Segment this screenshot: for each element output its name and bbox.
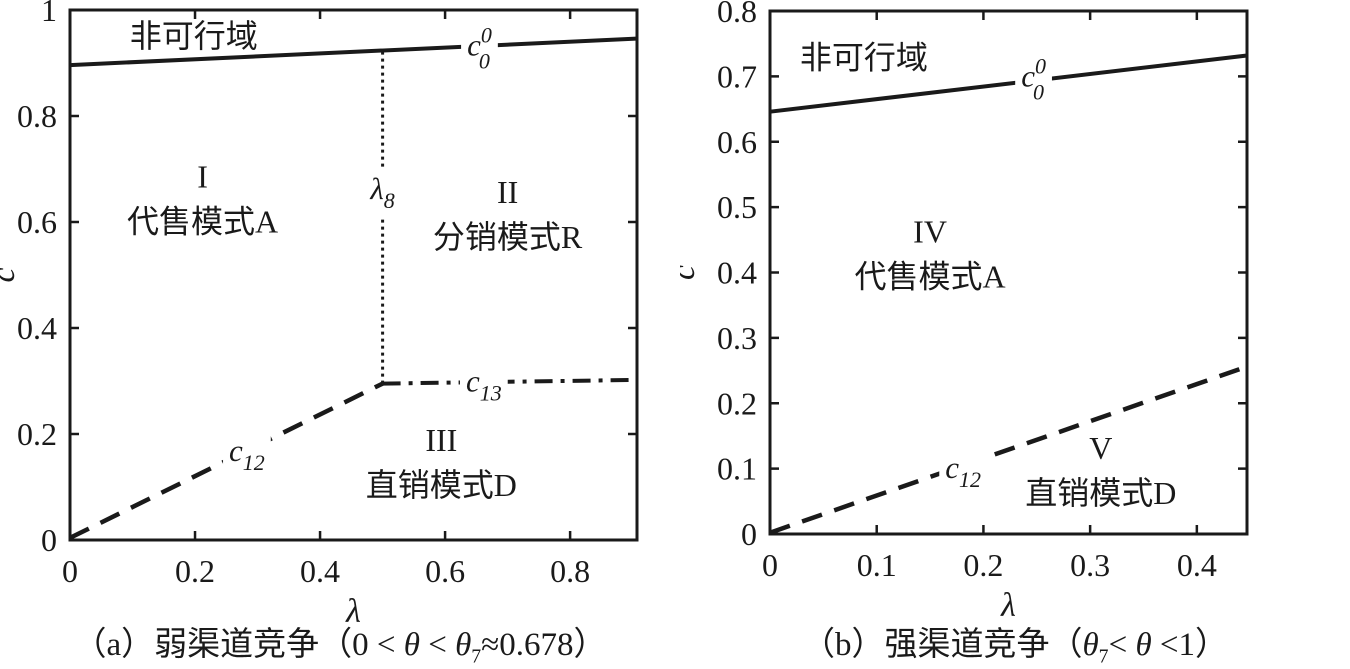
caption-part: 7 [471,645,482,668]
plot-frame [768,9,1249,536]
series-label-c0-upper-boundary-bg [1015,50,1052,108]
x-tick-label: 0.3 [1070,547,1110,583]
series-c0-upper-boundary [769,53,1248,114]
series-c12-boundary [769,364,1248,535]
plot-frame [68,8,639,542]
x-axis-label: λ [345,593,361,625]
region-label-region-1: 代售模式A [127,204,278,240]
region-label-region-2: 分销模式R [433,219,583,255]
series-label-c0-upper-boundary: c0 0 [1021,53,1046,104]
series-label-c13-boundary: c13 [466,364,502,406]
series-c13-boundary [382,377,638,386]
series-label-lambda8-boundary-bg [363,168,401,217]
y-tick-label: 0.6 [717,124,757,160]
series-label-lambda8-boundary: λ8 [369,171,394,213]
x-tick-label: 0.1 [857,547,897,583]
region-label-region-3: III [425,422,457,458]
region-label-region-5: V [1089,430,1112,466]
series-label-c12-boundary-bg [223,429,271,478]
region-label-region-5: 直销模式D [1025,475,1176,511]
caption-part: θ [455,627,472,663]
series-label-c12-boundary-bg [939,446,988,495]
y-tick-label: 0.5 [717,189,757,225]
y-tick-label: 0.7 [717,58,757,94]
chart-b-canvas: 0 0.1 0.2 0.3 0.4 0 0.1 0.2 0.3 0.4 0.5 0.6 0.7 0.8 λ c… [680,0,1249,624]
x-tick-label: 0.8 [550,553,590,589]
y-tick-label: 0.4 [17,310,57,346]
region-label-region-4: IV [913,214,947,250]
y-tick-label: 0.2 [17,416,57,452]
region-label-region-2: II [497,174,518,210]
caption-part: （b）强渠道竞争（ [801,627,1083,663]
y-axis-label: c [680,265,702,280]
caption-part: 7 [1098,645,1109,668]
caption-a: （a）弱渠道竞争（0 < θ < θ7≈0.678） [0,625,680,669]
caption-part: ≈0.678） [481,627,607,663]
y-tick-label: 0 [41,522,57,558]
caption-part: < [419,627,456,663]
y-tick-label: 0.6 [17,204,57,240]
region-label-infeasible-region: 非可行域 [130,18,258,54]
chart-a-canvas: 0 0.2 0.4 0.6 0.8 0 0.2 0.4 0.6 0.8 1 λ c c00 c12 c13 λ8… [0,0,639,625]
y-tick-label: 0.4 [717,255,757,291]
caption-part: <1） [1151,627,1229,663]
y-tick-label: 0.8 [17,98,57,134]
series-label-c0-upper-boundary-bg [461,19,498,77]
panel-b: 0 0.1 0.2 0.3 0.4 0 0.1 0.2 0.3 0.4 0.5 0.6 0.7 0.8 λ c… [680,0,1350,669]
caption-part: < [1108,627,1136,663]
caption-b: （b）强渠道竞争（θ7< θ <1） [680,625,1350,669]
y-tick-label: 0.3 [717,320,757,356]
x-tick-label: 0.6 [425,553,465,589]
series-label-c12-boundary: c12 [229,433,265,475]
region-label-region-3: 直销模式D [366,467,517,503]
x-tick-label: 0.2 [175,553,215,589]
caption-part: θ [1082,627,1099,663]
y-axis-label: c [0,267,22,282]
series-label-c12-boundary: c12 [945,450,981,492]
x-tick-label: 0.4 [1177,547,1217,583]
y-tick-label: 0.8 [717,0,757,29]
caption-part: （a）弱渠道竞争（0 < [73,627,404,663]
region-label-region-1: I [197,159,208,195]
x-tick-label: 0.2 [963,547,1003,583]
caption-part: θ [403,627,420,663]
x-tick-label: 0 [762,547,778,583]
y-tick-label: 1 [41,0,57,28]
series-label-c13-boundary-bg [459,360,508,409]
caption-part: θ [1135,627,1152,663]
y-tick-label: 0.2 [717,385,757,421]
y-tick-label: 0.1 [717,451,757,487]
panel-a: 0 0.2 0.4 0.6 0.8 0 0.2 0.4 0.6 0.8 1 λ c c00 c12 c13 λ8… [0,0,680,669]
region-label-region-4: 代售模式A [855,259,1006,295]
x-axis-label: λ [1000,587,1016,624]
y-tick-label: 0 [741,516,757,552]
x-tick-label: 0 [62,553,78,589]
region-label-infeasible-region: 非可行域 [800,39,928,75]
series-c0-upper-boundary [69,36,638,68]
series-label-c0-upper-boundary: c0 0 [467,23,492,74]
x-tick-label: 0.4 [300,553,340,589]
